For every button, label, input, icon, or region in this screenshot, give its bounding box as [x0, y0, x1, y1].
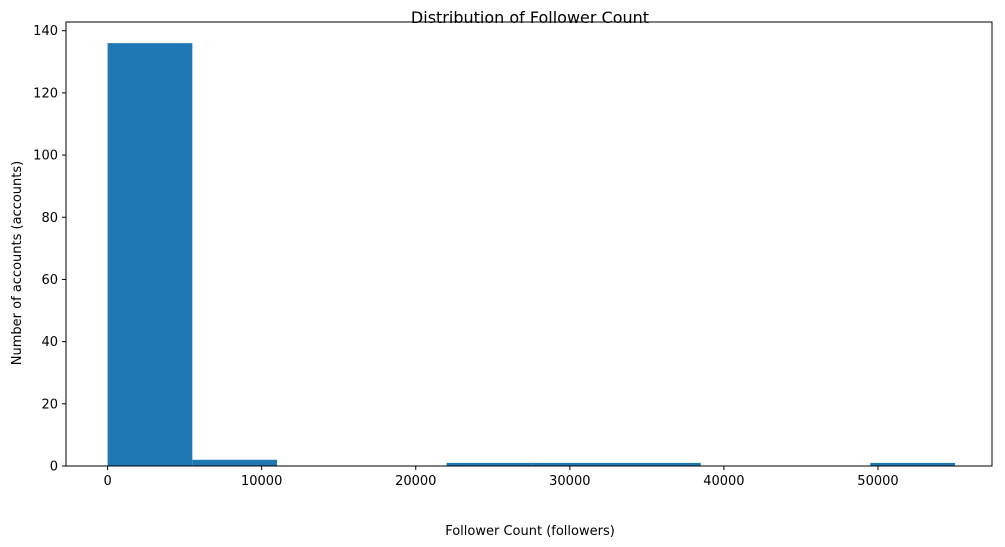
x-tick-label: 20000: [395, 474, 436, 489]
plot-frame: [65, 21, 993, 467]
histogram-bar: [531, 462, 617, 466]
x-tick-label: 30000: [549, 474, 590, 489]
y-tick-label: 120: [33, 86, 58, 101]
chart-title: Distribution of Follower Count: [411, 8, 649, 27]
histogram-bar: [446, 462, 532, 466]
histogram-bar: [107, 43, 193, 467]
x-axis-title: Follower Count (followers): [445, 524, 615, 539]
x-axis-ticks: 0 10000 20000 30000 40000 50000: [103, 466, 899, 489]
x-tick-label: 50000: [857, 474, 898, 489]
y-tick-label: 60: [41, 273, 58, 288]
y-axis-title: Number of accounts (accounts): [10, 161, 25, 365]
x-tick-label: 40000: [703, 474, 744, 489]
bars-group: [107, 43, 956, 467]
y-axis-ticks: 0 20 40 60 80 100 120 140: [33, 24, 66, 475]
y-tick-label: 80: [41, 211, 58, 226]
histogram-bar: [870, 462, 956, 466]
y-tick-label: 40: [41, 335, 58, 350]
histogram-bar: [192, 459, 278, 466]
histogram-bar: [616, 462, 701, 466]
y-tick-label: 20: [41, 397, 58, 412]
x-tick-label: 0: [103, 474, 111, 489]
y-tick-label: 100: [33, 149, 58, 164]
x-tick-label: 10000: [241, 474, 282, 489]
plot-area: 0 10000 20000 30000 40000 50000 0 20 40 60 80 100 1…: [33, 21, 993, 489]
y-tick-label: 0: [50, 460, 58, 475]
y-tick-label: 140: [33, 24, 58, 39]
